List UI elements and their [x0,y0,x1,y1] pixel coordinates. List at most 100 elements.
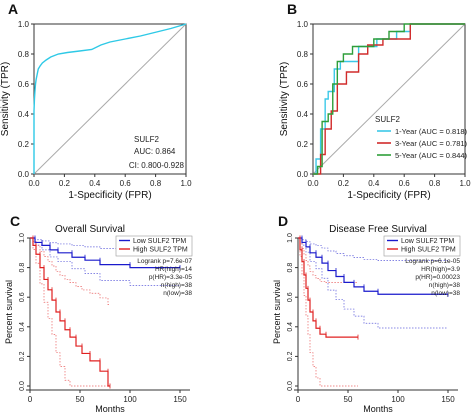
stat-label: Logrank p=6.1e-05 [405,258,460,265]
plot-frame [312,23,466,175]
y-tick-label: 0.4 [18,110,30,119]
x-tick-label: 100 [391,395,405,404]
x-tick-label: 0 [28,395,33,404]
x-axis-label: 1-Specificity (FPR) [68,190,151,201]
series-line [298,237,358,338]
x-tick-label: 0.0 [28,179,40,188]
y-tick-label: 0.2 [287,351,294,361]
panel-letter: B [287,1,297,17]
y-axis-label: Percent survival [272,280,282,344]
x-tick-label: 0.2 [338,179,350,188]
legend-item: Low SULF2 TPM [401,238,454,245]
y-tick-label: 0.8 [19,263,26,273]
x-tick-label: 100 [123,395,137,404]
y-tick-label: 1.0 [297,20,309,29]
x-axis-label: Months [363,404,393,414]
panel-d: D Disease Free Survival 0 50 100 150 0.0 0.2 0.4… [272,213,460,414]
stat-label: p(HR)=3.3e-05 [149,274,193,281]
y-tick-label: 1.0 [18,20,30,29]
x-tick-label: 0.8 [429,179,441,188]
series-line [313,23,465,175]
panel-letter: A [8,1,18,17]
x-tick-label: 1.0 [180,179,192,188]
y-tick-label: 0.0 [297,170,309,179]
y-tick-label: 0.8 [297,50,309,59]
reference-diagonal [33,23,187,175]
y-axis-label: Percent survival [4,280,14,344]
y-tick-label: 0.2 [19,351,26,361]
y-tick-label: 0.8 [287,263,294,273]
stat-label: n(high)=38 [429,282,461,289]
x-tick-label: 50 [344,395,353,404]
legend-item: 1-Year (AUC = 0.818) [395,127,468,136]
x-tick-label: 1.0 [459,179,471,188]
x-tick-label: 0.6 [120,179,132,188]
legend-box [115,235,193,257]
legend-item: High SULF2 TPM [401,247,456,254]
x-tick-label: 150 [441,395,455,404]
stat-label: HR(high)=14 [155,266,192,273]
stat-label: p(HR)=0.00023 [415,274,460,281]
y-tick-label: 0.6 [297,80,309,89]
y-tick-label: 0.2 [18,140,30,149]
reference-diagonal [312,23,466,175]
x-tick-label: 0.4 [89,179,101,188]
auc-label: AUC: 0.864 [134,147,176,156]
stat-label: n(low)=38 [163,290,192,297]
legend-box [383,235,461,257]
series-line [313,23,465,175]
ci-label: CI: 0.800-0.928 [129,161,185,170]
y-axis-label: Sensitivity (TPR) [279,62,290,136]
confidence-band [30,237,180,286]
panel-letter: D [278,213,288,229]
confidence-band [298,237,358,387]
chart-title: Overall Survival [55,224,125,235]
legend-item: Low SULF2 TPM [133,238,186,245]
legend-title: SULF2 [134,135,159,144]
x-axis-label: 1-Specificity (FPR) [347,190,430,201]
x-tick-label: 150 [173,395,187,404]
y-tick-label: 1.0 [19,233,26,243]
panel-letter: C [10,213,20,229]
y-tick-label: 0.2 [297,140,309,149]
y-tick-label: 0.6 [18,80,30,89]
y-tick-label: 0.8 [18,50,30,59]
legend-item: 3-Year (AUC = 0.781) [395,139,468,148]
y-tick-label: 0.4 [19,322,26,332]
stat-label: n(low)=38 [431,290,460,297]
y-tick-label: 1.0 [287,233,294,243]
y-tick-label: 0.4 [297,110,309,119]
y-tick-label: 0.0 [18,170,30,179]
x-tick-label: 50 [76,395,85,404]
stat-label: HR(high)=3.9 [421,266,460,273]
y-tick-label: 0.0 [19,381,26,391]
x-tick-label: 0.8 [150,179,162,188]
legend-item: High SULF2 TPM [133,247,188,254]
confidence-band [30,237,110,305]
x-tick-label: 0.2 [59,179,71,188]
y-tick-label: 0.0 [287,381,294,391]
x-axis-label: Months [95,404,125,414]
x-tick-label: 0.6 [399,179,411,188]
y-tick-label: 0.6 [287,292,294,302]
confidence-band [298,237,358,283]
confidence-band [30,237,180,251]
stat-label: n(high)=38 [161,282,193,289]
confidence-band [298,237,448,329]
y-tick-label: 0.6 [19,292,26,302]
panel-a: A 0.0 0.2 0.4 0.6 0.8 1.0 0.0 0.2 0.4 0.6 0.8 1.0 1-S… [0,1,192,201]
x-tick-label: 0.4 [368,179,380,188]
legend-item: 5-Year (AUC = 0.844) [395,151,468,160]
stat-label: Logrank p=7.6e-07 [137,258,192,265]
series-line [33,23,187,174]
confidence-band [30,237,110,387]
x-tick-label: 0 [296,395,301,404]
panel-b: B 0.0 0.2 0.4 0.6 0.8 1.0 0.0 0.2 0.4 0.6 0.8 1.0 1-S… [279,1,471,201]
legend-title: SULF2 [375,115,400,124]
series-line [30,237,180,269]
y-axis-label: Sensitivity (TPR) [0,62,11,136]
y-tick-label: 0.4 [287,322,294,332]
panel-c: C Overall Survival 0 50 100 150 0.0 0.2 0.4 0.6 0.… [4,213,192,414]
x-tick-label: 0.0 [307,179,319,188]
